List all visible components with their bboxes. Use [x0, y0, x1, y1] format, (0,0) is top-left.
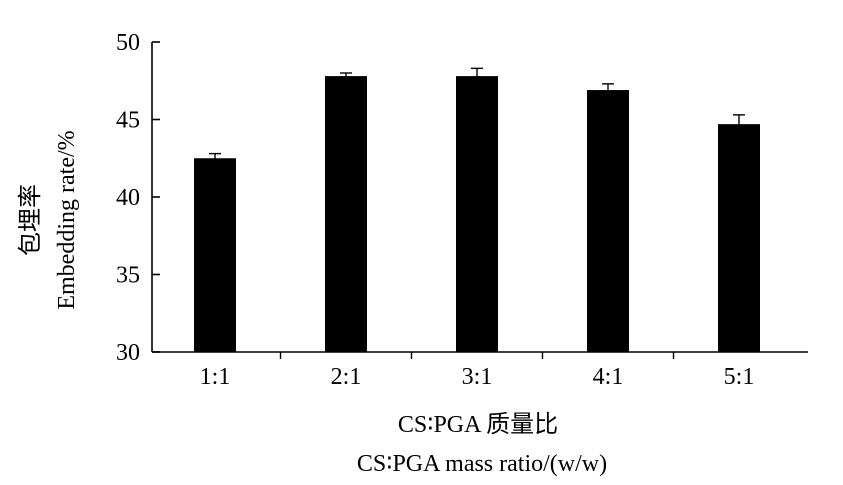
- x-ticks: 1:1 2:1 3:1 4:1 5:1: [200, 352, 755, 390]
- y-axis-title: 包埋率 Embedding rate/%: [17, 130, 80, 309]
- error-bar: [209, 152, 221, 163]
- bar: [456, 76, 498, 352]
- x-axis-title-en: CS∶PGA mass ratio/(w/w): [357, 451, 607, 477]
- error-bar: [602, 83, 614, 97]
- x-tick-label: 2:1: [331, 364, 362, 390]
- y-axis-title-en: Embedding rate/%: [54, 130, 80, 309]
- y-ticks: 30 35 40 45 50: [116, 30, 160, 366]
- x-tick-label: 5:1: [724, 364, 755, 390]
- y-tick-label: 35: [116, 263, 140, 289]
- x-tick-label: 4:1: [593, 364, 624, 390]
- error-bar: [733, 114, 745, 134]
- y-tick-label: 45: [116, 108, 140, 134]
- y-axis-title-cn: 包埋率: [17, 184, 44, 256]
- x-tick-label: 1:1: [200, 364, 231, 390]
- x-tick-label: 3:1: [462, 364, 493, 390]
- bar: [194, 158, 236, 352]
- bar: [325, 76, 367, 352]
- y-tick-label: 50: [116, 30, 140, 56]
- error-bar: [340, 72, 352, 80]
- x-axis-title-cn: CS∶PGA 质量比: [398, 411, 558, 438]
- bars: [194, 67, 760, 353]
- y-tick-label: 40: [116, 185, 140, 211]
- bar: [718, 124, 760, 353]
- y-tick-label: 30: [116, 340, 140, 366]
- error-bar: [471, 67, 483, 84]
- bar: [587, 90, 629, 353]
